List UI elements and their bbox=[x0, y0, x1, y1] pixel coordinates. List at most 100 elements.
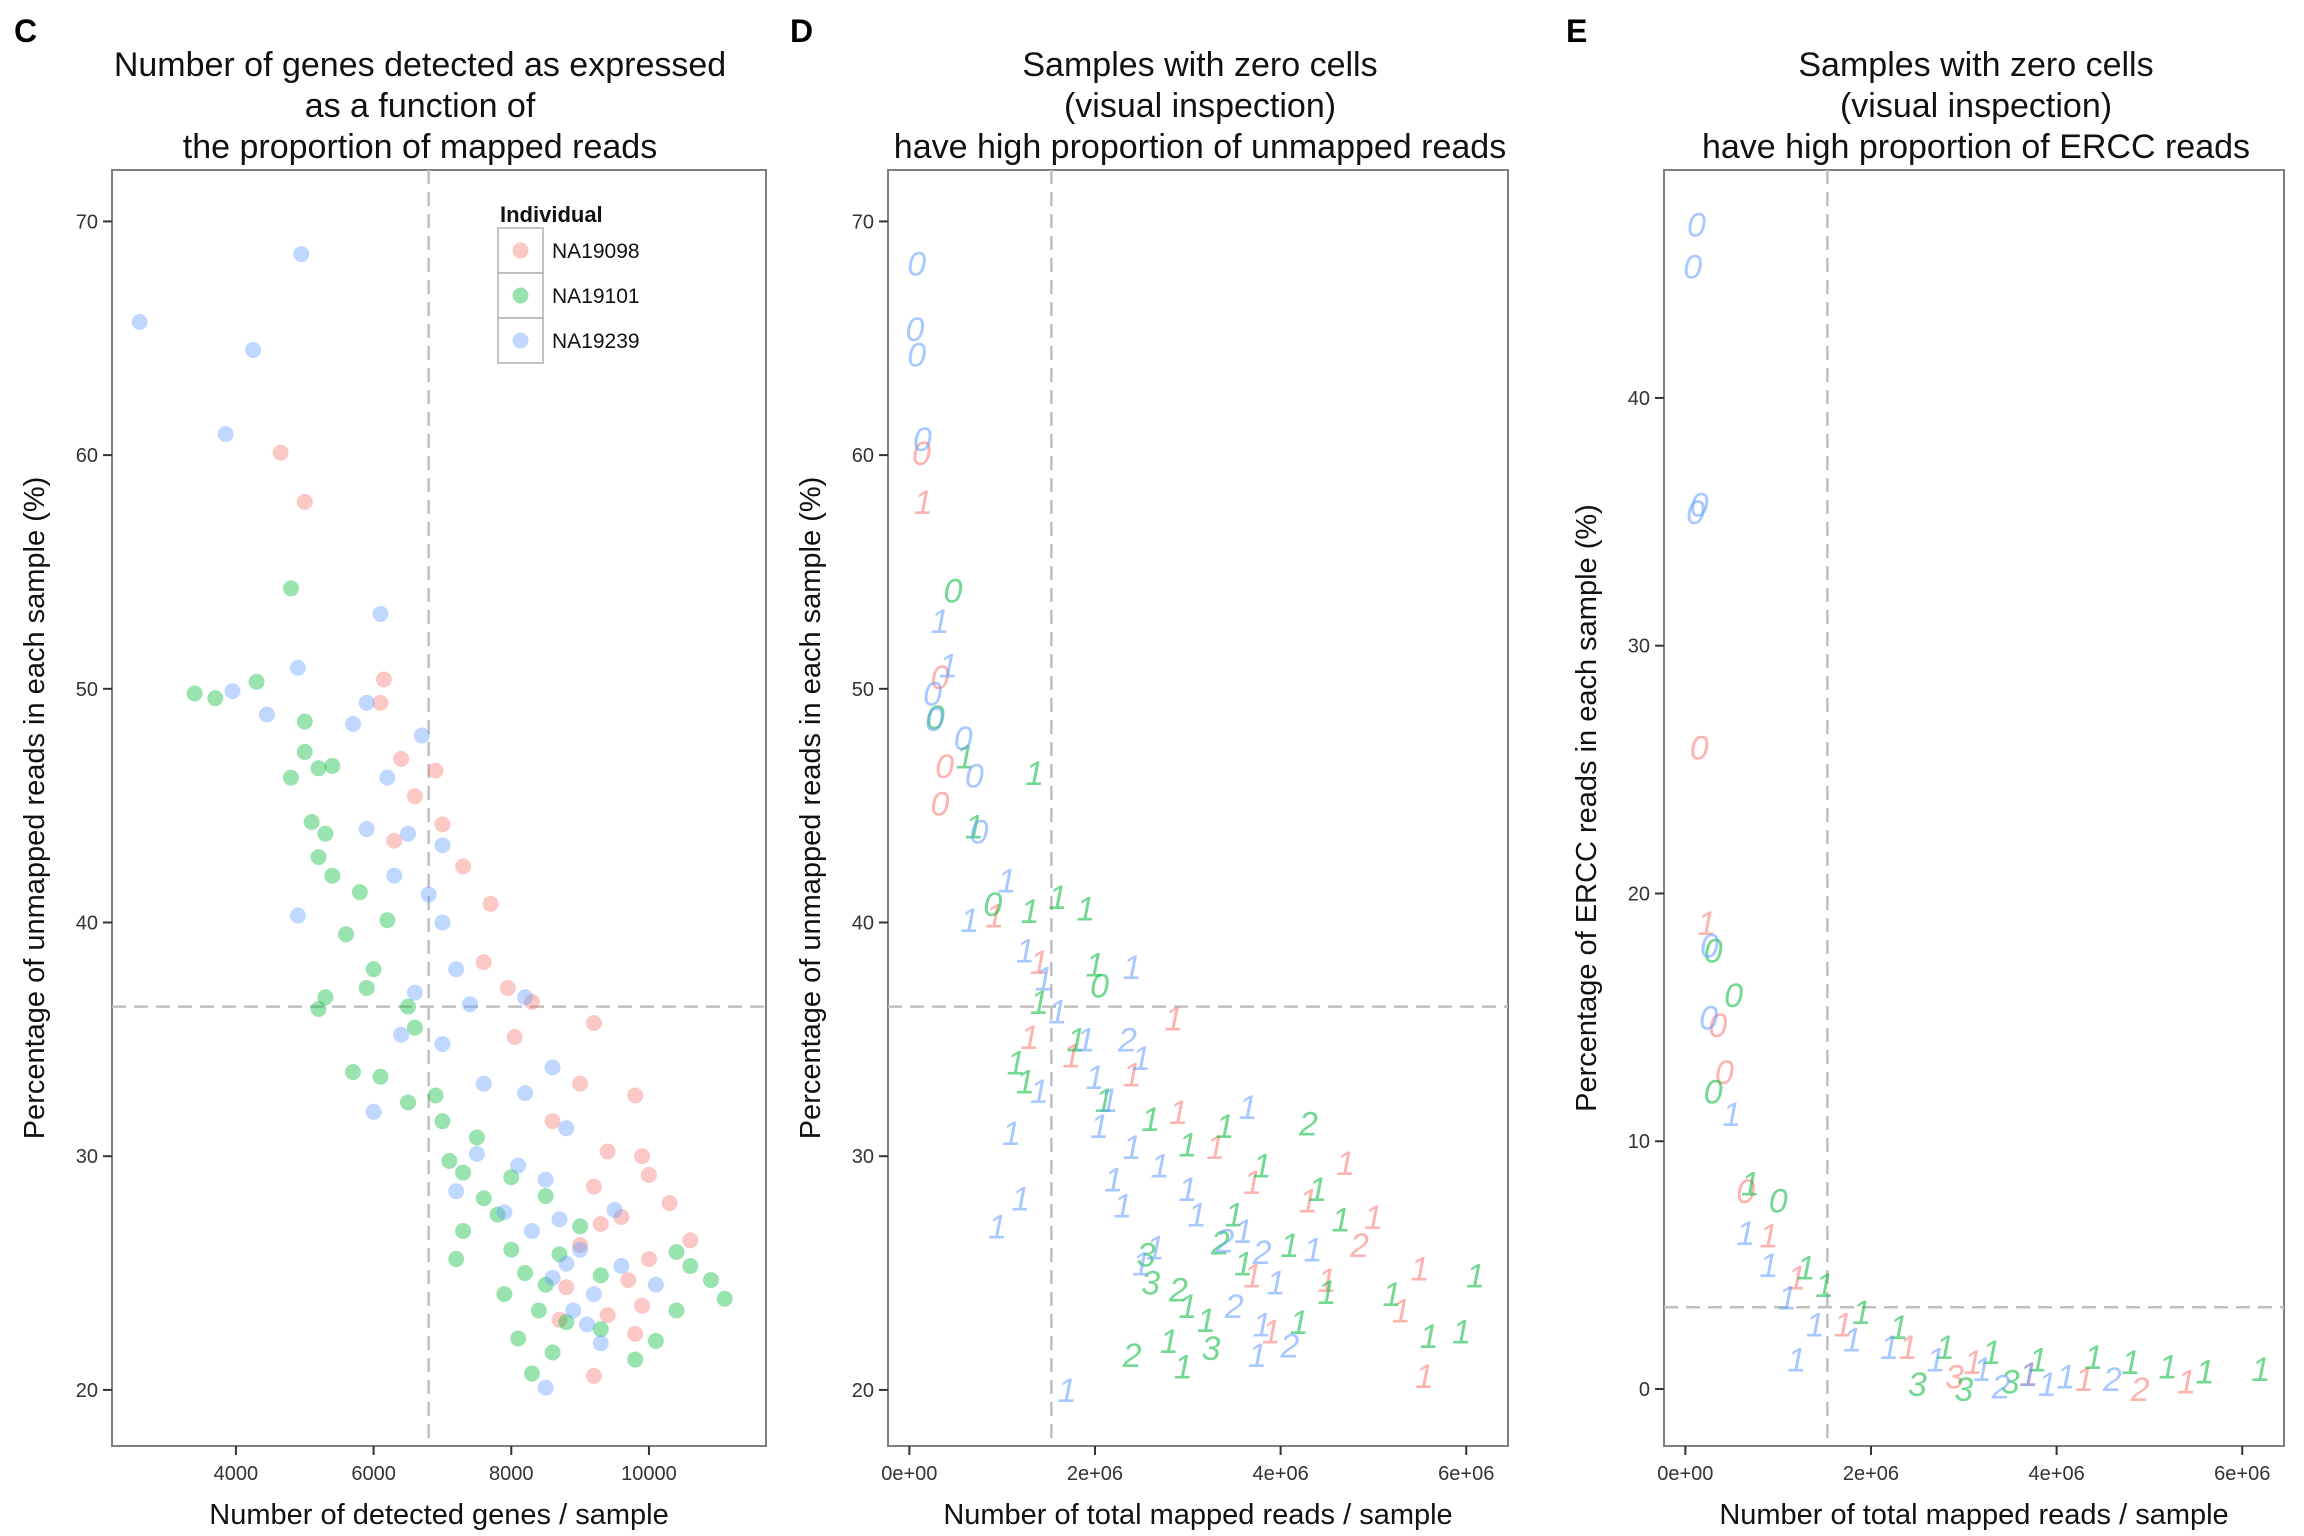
chart-title-line: the proportion of mapped reads bbox=[183, 128, 657, 166]
series-na19239 bbox=[131, 246, 664, 1396]
data-point bbox=[537, 1276, 554, 1293]
data-point-label: 1 bbox=[1141, 1101, 1160, 1139]
chart-title-line: have high proportion of ERCC reads bbox=[1702, 128, 2250, 166]
data-point-label: 3 bbox=[1141, 1264, 1160, 1302]
data-point bbox=[413, 727, 430, 744]
data-point-label: 1 bbox=[1178, 1127, 1197, 1165]
data-point-label: 1 bbox=[1843, 1321, 1862, 1359]
data-point-label: 0 bbox=[907, 337, 926, 375]
data-point bbox=[558, 1255, 575, 1272]
data-point bbox=[317, 989, 334, 1006]
data-point-label: 0 bbox=[1704, 932, 1723, 970]
data-point-label: 1 bbox=[1834, 1307, 1853, 1345]
data-point bbox=[544, 1269, 561, 1286]
data-point bbox=[448, 961, 465, 978]
data-point-label: 1 bbox=[1253, 1148, 1272, 1186]
legend-key bbox=[497, 272, 544, 319]
data-point-label: 1 bbox=[1815, 1267, 1834, 1305]
data-point bbox=[572, 1237, 589, 1254]
x-tick-label: 4e+06 bbox=[1253, 1463, 1309, 1485]
data-point bbox=[579, 1316, 596, 1333]
data-point bbox=[310, 1000, 327, 1017]
data-point-label: 0 bbox=[1683, 249, 1702, 287]
data-point-label: 1 bbox=[1160, 1323, 1179, 1361]
data-point bbox=[551, 1246, 568, 1263]
panel-e: E Samples with zero cells(visual inspecti… bbox=[1566, 13, 2285, 1531]
data-point bbox=[613, 1208, 630, 1225]
data-point-label: 1 bbox=[1982, 1334, 2001, 1372]
data-point-label: 2 bbox=[1168, 1271, 1188, 1309]
data-point bbox=[296, 713, 313, 730]
data-point bbox=[606, 1201, 623, 1218]
data-point bbox=[585, 1178, 602, 1195]
data-point bbox=[427, 1087, 444, 1104]
data-point bbox=[496, 1204, 513, 1221]
data-point-label: 1 bbox=[1852, 1294, 1871, 1332]
data-point bbox=[217, 426, 234, 443]
data-point-label: 3 bbox=[1954, 1371, 1973, 1409]
data-point bbox=[224, 683, 241, 700]
data-point-label: 1 bbox=[1889, 1309, 1908, 1347]
data-point-label: 1 bbox=[1280, 1227, 1299, 1265]
data-point-label: 1 bbox=[1123, 949, 1142, 987]
data-point-label: 1 bbox=[2196, 1354, 2215, 1392]
series-na19101 bbox=[186, 580, 733, 1382]
data-point bbox=[613, 1258, 630, 1275]
data-point-label: 1 bbox=[1234, 1213, 1253, 1251]
legend-swatch bbox=[512, 287, 529, 304]
data-point bbox=[455, 858, 472, 875]
panel-letter: E bbox=[1566, 13, 1587, 49]
x-axis-title: Number of total mapped reads / sample bbox=[943, 1499, 1452, 1531]
data-point-label: 1 bbox=[1787, 1341, 1806, 1379]
data-point-label: 1 bbox=[1090, 1108, 1109, 1146]
data-point-label: 1 bbox=[939, 647, 958, 685]
data-point bbox=[551, 1211, 568, 1228]
data-point bbox=[634, 1297, 651, 1314]
data-point-label: 1 bbox=[1778, 1279, 1797, 1317]
data-point-label: 3 bbox=[1202, 1330, 1221, 1368]
data-point bbox=[716, 1290, 733, 1307]
data-point-label: 1 bbox=[1926, 1341, 1945, 1379]
data-point-label: 1 bbox=[1174, 1349, 1193, 1387]
data-point-label: 1 bbox=[1062, 1038, 1081, 1076]
data-point bbox=[375, 671, 392, 688]
x-tick-label: 0e+00 bbox=[881, 1463, 937, 1485]
y-tick-label: 0 bbox=[1639, 1379, 1650, 1401]
data-point-label: 1 bbox=[956, 739, 975, 777]
data-point bbox=[544, 1113, 561, 1130]
data-point bbox=[324, 757, 341, 774]
x-tick-label: 2e+06 bbox=[1843, 1463, 1899, 1485]
legend-swatch bbox=[512, 242, 529, 259]
data-point bbox=[682, 1258, 699, 1275]
data-point bbox=[296, 493, 313, 510]
data-point bbox=[455, 1164, 472, 1181]
data-point-label: 1 bbox=[1253, 1306, 1272, 1344]
data-point bbox=[551, 1311, 568, 1328]
data-point bbox=[544, 1344, 561, 1361]
data-point-label: 1 bbox=[1299, 1183, 1318, 1221]
data-point-label: 1 bbox=[1466, 1257, 1485, 1295]
data-point bbox=[702, 1272, 719, 1289]
data-point bbox=[434, 1036, 451, 1053]
data-point-label: 1 bbox=[1392, 1292, 1411, 1330]
data-point-label: 1 bbox=[1318, 1262, 1337, 1300]
data-point-label: 0 bbox=[954, 720, 973, 758]
data-point bbox=[647, 1332, 664, 1349]
data-point-label: 0 bbox=[1686, 494, 1705, 532]
data-point bbox=[537, 1187, 554, 1204]
data-point bbox=[585, 1015, 602, 1032]
data-point-label: 2 bbox=[1117, 1021, 1137, 1059]
data-point bbox=[406, 984, 423, 1001]
data-point bbox=[427, 762, 444, 779]
data-point bbox=[441, 1152, 458, 1169]
data-point bbox=[338, 926, 355, 943]
data-point bbox=[572, 1218, 589, 1235]
data-point bbox=[289, 907, 306, 924]
data-point-label: 0 bbox=[1704, 1074, 1723, 1112]
data-point bbox=[310, 849, 327, 866]
data-point-label: 2 bbox=[1298, 1105, 1318, 1143]
